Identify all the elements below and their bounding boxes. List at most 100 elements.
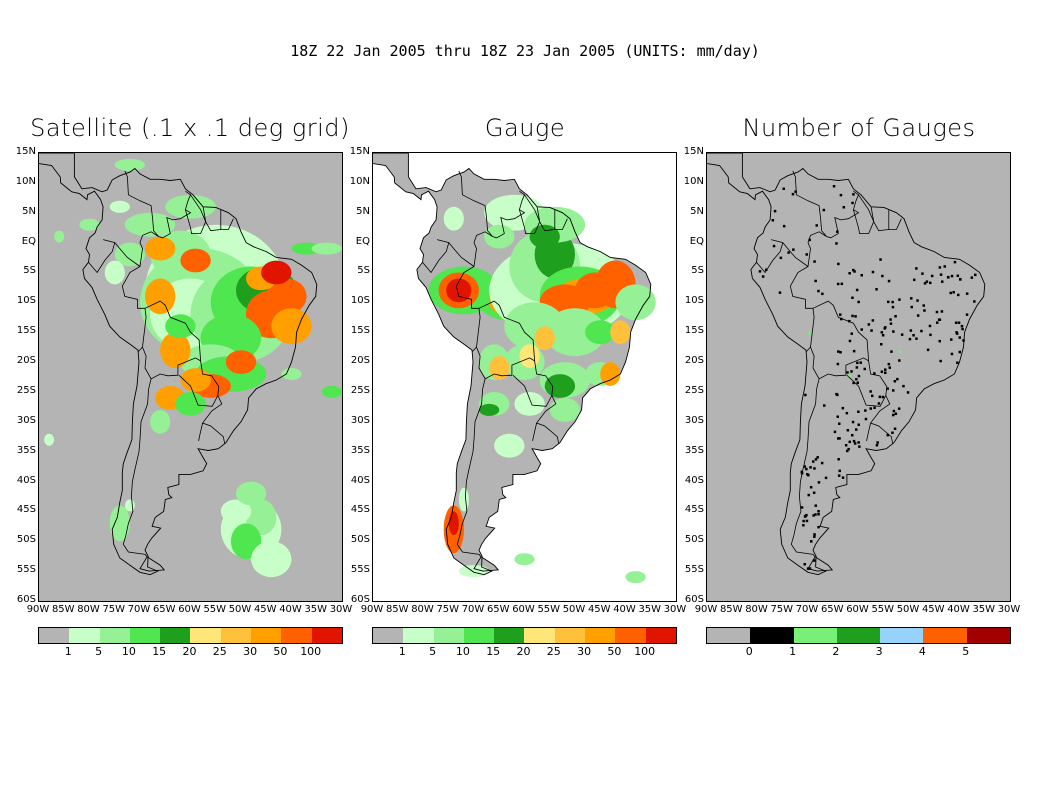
lon-tick-label: 30W (663, 604, 687, 615)
colorbar-swatch (645, 628, 676, 643)
country-border (532, 422, 537, 441)
gauge-station (765, 268, 768, 271)
gauge-station (817, 510, 820, 513)
gauge-station (822, 208, 826, 212)
gauge-station (869, 407, 872, 410)
gauge-station (846, 371, 849, 374)
lat-tick-label: EQ (355, 235, 370, 247)
precip-cell (549, 398, 581, 422)
colorbar-swatch (524, 628, 555, 643)
lat-tick-label: 15S (684, 325, 704, 337)
gauge-station (832, 185, 836, 188)
lon-tick-label: 55W (203, 604, 227, 615)
gauge-station (857, 410, 860, 413)
gauge-station (800, 470, 804, 474)
gauge-station (906, 391, 910, 394)
gauge-station (855, 366, 859, 369)
colorbar-label: 1 (64, 645, 72, 658)
gauge-station (809, 466, 812, 469)
gauge-station (851, 434, 854, 437)
gauge-station (892, 413, 895, 417)
gauge-station (943, 265, 946, 268)
gauge-station (926, 348, 930, 352)
country-border (121, 170, 160, 353)
gauge-station (852, 439, 856, 443)
lat-tick-label: 35S (684, 444, 704, 456)
gauge-station (845, 411, 849, 415)
lat-tick-label: 10N (349, 175, 370, 187)
gauge-station (804, 393, 807, 397)
gauge-station (840, 282, 844, 286)
gauge-station (859, 361, 862, 364)
gauge-station (891, 431, 894, 434)
gauge-station (856, 381, 859, 384)
lat-tick-label: 50S (350, 534, 370, 546)
precip-cell (124, 499, 135, 512)
gauge-station (955, 332, 959, 335)
lon-tick-label: 60W (178, 604, 201, 615)
gauge-station (805, 467, 808, 471)
gauge-station (898, 350, 902, 353)
gauge-station (923, 309, 926, 312)
gauge-station (884, 326, 887, 329)
colorbar-label: 5 (429, 645, 437, 658)
satellite-colorbar (38, 627, 343, 644)
gauge-station (922, 304, 925, 307)
gauge-station (856, 361, 859, 365)
precip-cell (175, 392, 206, 416)
gauge-station (810, 540, 813, 543)
gauge-station (855, 288, 859, 292)
colorbar-swatch (251, 628, 282, 643)
gauge-colorbar (372, 627, 677, 644)
colorbar-swatch (39, 628, 70, 643)
coastline (39, 153, 318, 576)
gauge-station (893, 427, 897, 430)
gauge-station (890, 350, 893, 353)
lat-tick-label: 10N (683, 175, 704, 187)
gauge-station (929, 281, 932, 285)
gauge-station (800, 472, 804, 475)
colorbar-swatch (433, 628, 464, 643)
precip-cell (446, 278, 472, 303)
gauge-station (892, 330, 895, 333)
colorbar-label: 100 (300, 645, 322, 658)
precip-cell (529, 224, 560, 249)
lat-tick-label: 15S (350, 325, 370, 337)
gauge-station (938, 339, 941, 343)
lat-tick-label: 15N (683, 146, 704, 157)
colorbar-swatch (373, 628, 404, 643)
gauge-station (930, 274, 934, 278)
lat-tick-label: 30S (684, 414, 704, 426)
lon-tick-label: 50W (562, 604, 586, 615)
gauge-station (875, 444, 879, 447)
gauge-station (889, 318, 892, 321)
colorbar-swatch (554, 628, 586, 643)
lon-tick-label: 35W (972, 604, 996, 615)
lat-tick-label: 60S (684, 594, 704, 605)
precip-cell (514, 392, 545, 416)
gauge-station (836, 362, 840, 366)
lat-tick-label: 5S (357, 265, 370, 277)
lat-tick-label: 10S (684, 295, 704, 307)
gauge-station (805, 519, 809, 523)
gauge-station (898, 298, 901, 301)
gauge-station (848, 339, 852, 343)
gauge-station (842, 206, 846, 209)
gauge-station (950, 338, 953, 341)
precip-cell (145, 278, 176, 315)
gauge-station (902, 384, 905, 388)
gauge-station (844, 444, 848, 447)
gauge-station (813, 533, 816, 536)
country-border (810, 300, 870, 380)
lat-tick-label: 5S (23, 265, 36, 277)
lat-tick-label: 25S (684, 384, 704, 396)
country-border (512, 360, 554, 407)
gauge-station (952, 291, 955, 294)
country-border (455, 170, 494, 353)
lat-tick-label: 30S (16, 414, 36, 426)
gauge-station (792, 248, 795, 251)
gauge-station (871, 394, 874, 398)
gauge-station (839, 351, 842, 354)
gauge-station (953, 260, 957, 264)
gauge-station (858, 445, 861, 448)
